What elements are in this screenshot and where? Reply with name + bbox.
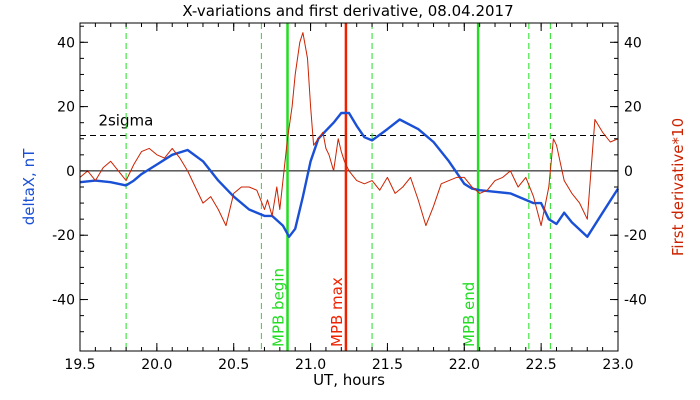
chart-title: X-variations and first derivative, 08.04… bbox=[182, 2, 513, 20]
derivative-series-line bbox=[79, 32, 619, 227]
y-axis-label-left: deltaX, nT bbox=[20, 148, 38, 225]
y-tick-label-right: 0 bbox=[624, 164, 633, 180]
plot-frame bbox=[79, 22, 619, 352]
y-tick-label-left: 20 bbox=[57, 100, 75, 116]
y-tick-label-left: 0 bbox=[66, 164, 75, 180]
y-tick-label-left: -20 bbox=[52, 228, 75, 244]
y-tick-label-right: -20 bbox=[624, 228, 647, 244]
y-axis-label-right: First derivative*10 bbox=[669, 118, 687, 256]
x-tick-label: 20.0 bbox=[141, 357, 172, 373]
x-tick-label: 21.5 bbox=[372, 357, 403, 373]
plot-area: 2sigma MPB begin MPB max MPB end bbox=[79, 23, 620, 351]
x-tick-label: 22.5 bbox=[526, 357, 557, 373]
x-tick-label: 23.0 bbox=[602, 357, 633, 373]
y-tick-label-left: 40 bbox=[57, 35, 75, 51]
y-tick-label-right: 40 bbox=[624, 35, 642, 51]
x-tick-label: 19.5 bbox=[64, 357, 95, 373]
vertical-marker-label-3: MPB begin bbox=[270, 268, 288, 347]
y-tick-label-right: -40 bbox=[624, 293, 647, 309]
vertical-marker-label-6: MPB end bbox=[460, 282, 478, 347]
two_sigma-label: 2sigma bbox=[98, 112, 153, 130]
y-tick-label-left: -40 bbox=[52, 293, 75, 309]
x-tick-label: 22.0 bbox=[449, 357, 480, 373]
x-axis-label: UT, hours bbox=[313, 371, 385, 389]
axis-ticks: 19.5 20.0 20.5 21.0 21.5 22.0 22.5 23.0 -40 -40 -2… bbox=[52, 23, 647, 373]
x-tick-label: 21.0 bbox=[295, 357, 326, 373]
y-tick-label-right: 20 bbox=[624, 100, 642, 116]
x-tick-label: 20.5 bbox=[218, 357, 249, 373]
vertical-marker-label-4: MPB max bbox=[328, 277, 346, 347]
deltaX-series-line bbox=[79, 111, 620, 239]
